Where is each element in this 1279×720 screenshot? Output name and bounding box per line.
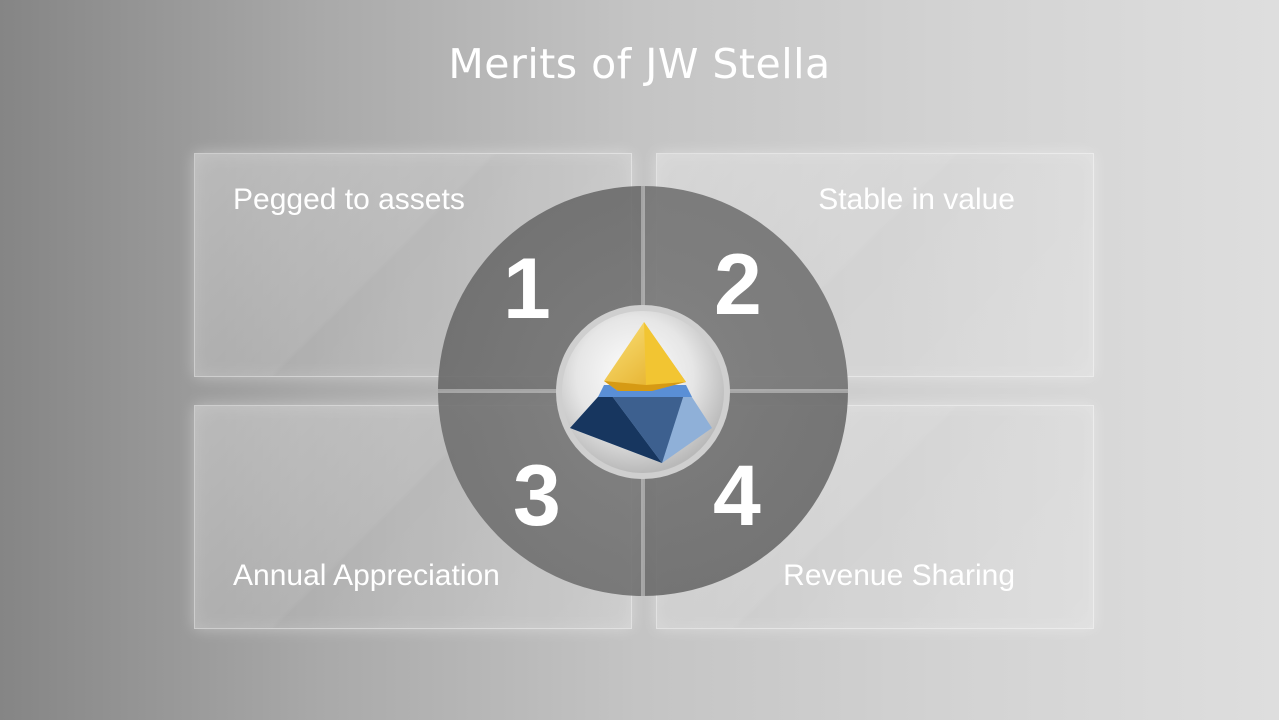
merit-label-2: Stable in value <box>818 183 1015 216</box>
pyramid-base-front <box>606 388 686 463</box>
slide-title: Merits of JW Stella <box>448 40 831 88</box>
merit-label-3: Annual Appreciation <box>233 559 500 592</box>
pyramid-top-base <box>604 381 686 391</box>
merit-number-4: 4 <box>713 448 761 544</box>
merit-number-2: 2 <box>714 237 762 333</box>
merit-number-3: 3 <box>513 448 561 544</box>
pyramid-logo-icon <box>556 305 730 479</box>
pyramid-top-right <box>644 322 686 385</box>
merit-label-4: Revenue Sharing <box>783 559 1015 592</box>
pyramid-base-left <box>570 388 662 463</box>
merit-number-1: 1 <box>503 241 551 337</box>
merit-label-1: Pegged to assets <box>233 183 465 216</box>
